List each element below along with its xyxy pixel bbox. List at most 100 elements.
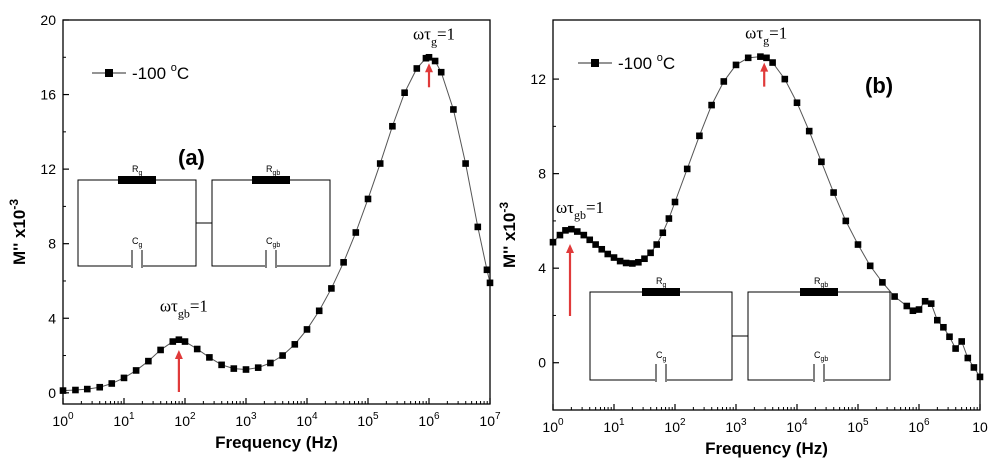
- panel-a-x-tick-exp: 2: [190, 411, 196, 422]
- panel-a-x-tick-label: 104: [296, 411, 318, 429]
- panel-b-annotation-eq: =1: [586, 198, 604, 217]
- panel-a-annotation-eq: =1: [190, 297, 208, 316]
- panel-a-x-tick-base: 10: [113, 413, 129, 429]
- panel-a-data-point: [181, 338, 189, 345]
- panel-b-data-point: [818, 158, 825, 166]
- panel-b-data-point: [781, 75, 789, 83]
- panel-b-x-tick-base: 10: [908, 419, 924, 435]
- panel-b-annotation-gb: ωτgb=1: [556, 198, 604, 222]
- panel-b-legend-label: -100 oC: [618, 52, 675, 73]
- panel-b-x-tick-exp: 1: [619, 417, 625, 428]
- panel-b-y-tick-label: 12: [530, 71, 546, 87]
- panel-b-data-point: [635, 258, 642, 266]
- panel-b-x-tick-exp: 2: [680, 417, 686, 428]
- panel-a-data-point: [230, 365, 238, 372]
- panel-a-series-line: [62, 56, 491, 392]
- panel-a-resistor-label-grain: Rg: [132, 164, 143, 177]
- panel-b-plot-frame: [552, 19, 981, 411]
- panel-a-x-tick-label: 107: [479, 411, 501, 429]
- panel-b-data-point: [952, 345, 959, 352]
- panel-b-capacitor-symbol: C: [656, 350, 663, 360]
- panel-b-data-point: [909, 307, 917, 315]
- panel-b-data-point: [744, 54, 752, 62]
- panel-b-x-tick-label: 104: [786, 417, 808, 435]
- panel-b-x-tick-label: 106: [908, 417, 930, 435]
- panel-a-x-tick-exp: 4: [312, 411, 318, 422]
- panel-b-x-tick-exp: 6: [924, 417, 930, 428]
- panel-a-arrow-head: [425, 63, 433, 73]
- panel-a-data-point: [145, 357, 152, 365]
- panel-a-capacitor-label-grain-boundary: Cgb: [266, 236, 280, 249]
- panel-b-data-point: [592, 241, 599, 248]
- panel-a-data-point: [389, 122, 396, 130]
- panel-b-data-point: [805, 127, 813, 135]
- panel-b-x-tick-base: 10: [725, 419, 741, 435]
- panel-a-data-point: [242, 366, 250, 373]
- panel-b-data-point: [659, 229, 667, 237]
- panel-b-data-point: [653, 241, 660, 248]
- panel-a-data-point: [218, 361, 225, 369]
- panel-b-y-tick-label: 4: [538, 260, 546, 276]
- panel-a-x-tick-base: 10: [296, 413, 312, 429]
- panel-b-x-tick-base: 10: [972, 419, 988, 435]
- panel-b-capacitor-sub: g: [663, 356, 667, 363]
- panel-b-y-axis-title-main: M'' x10: [500, 213, 519, 268]
- panel-a-data-point: [279, 352, 286, 359]
- panel-a-annotation-sub: gb: [178, 307, 190, 321]
- panel-b-data-point: [958, 338, 965, 345]
- panel-a-data-point: [72, 386, 79, 394]
- panel-a-arrow-head: [174, 350, 183, 359]
- panel-a-capacitor-symbol: C: [132, 236, 139, 246]
- panel-a-data-point: [206, 354, 213, 361]
- panel-a-x-tick-label: 100: [52, 411, 74, 429]
- panel-b-data-point: [598, 245, 606, 253]
- panel-b-data-point: [580, 231, 588, 239]
- panel-a-resistor-grain: [118, 176, 156, 184]
- panel-a-data-point: [267, 359, 274, 367]
- panel-a-data-point: [483, 266, 491, 274]
- panel-b-x-tick-exp: 4: [802, 417, 808, 428]
- panel-b-data-point: [763, 54, 770, 62]
- panel-a-resistor-sub: gb: [273, 170, 281, 177]
- panel-b-data-point: [708, 101, 715, 109]
- panel-a-capacitor-sub: g: [139, 242, 143, 249]
- panel-b-x-tick-base: 10: [664, 419, 680, 435]
- panel-a-data-point: [401, 89, 408, 96]
- panel-a-circuit-box-grain-boundary: [211, 179, 331, 267]
- panel-b-data-point: [903, 302, 911, 310]
- panel-b-annotation-omega-tau: ωτ: [745, 24, 763, 43]
- panel-a-data-point: [437, 68, 445, 76]
- panel-a-y-axis-title: M'' x10-3: [7, 199, 29, 265]
- panel-b-data-point: [970, 364, 978, 371]
- panel-a-x-tick-base: 10: [479, 413, 495, 429]
- panel-a-data-point: [291, 341, 299, 348]
- panel-b-data-point: [616, 257, 624, 265]
- panel-a-data-point: [364, 195, 372, 203]
- panel-a-data-point: [413, 65, 421, 72]
- panel-b-annotation-sub: gb: [574, 208, 586, 222]
- panel-b-data-point: [604, 250, 612, 258]
- panel-b-resistor-symbol: R: [814, 276, 821, 286]
- panel-a-resistor-label-grain-boundary: Rgb: [266, 164, 280, 177]
- panel-a-annotation-omega-tau: ωτ: [413, 24, 431, 43]
- panel-a-x-tick-base: 10: [357, 413, 373, 429]
- panel-a-x-tick-base: 10: [418, 413, 434, 429]
- panel-a-label: (a): [178, 145, 205, 170]
- panel-b-data-point: [732, 61, 740, 69]
- panel-b-x-axis-title: Frequency (Hz): [705, 439, 828, 458]
- panel-b-annotation-eq: =1: [769, 24, 787, 43]
- panel-b-legend-unit: C: [663, 54, 675, 73]
- panel-a-y-tick-label: 16: [40, 87, 56, 103]
- panel-a-data-point: [169, 338, 177, 345]
- panel-a-legend-marker: [105, 69, 113, 77]
- panel-b-data-point: [720, 78, 728, 85]
- panel-a-data-point: [132, 367, 140, 374]
- panel-b-data-point: [586, 236, 594, 244]
- panel-a-x-tick-label: 101: [113, 411, 135, 429]
- panel-b-resistor-grain: [642, 288, 680, 296]
- panel-b-annotation-sub: g: [763, 34, 769, 48]
- panel-a-data-point: [486, 279, 494, 287]
- panel-a-data-point: [315, 307, 323, 315]
